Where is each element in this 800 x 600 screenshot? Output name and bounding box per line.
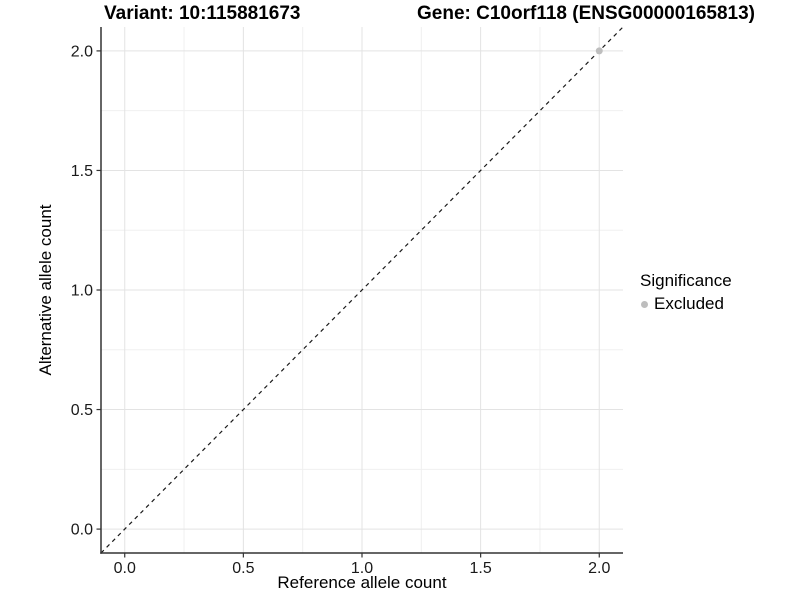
x-tick-label: 1.0 <box>351 560 373 577</box>
x-tick-label: 0.0 <box>114 560 136 577</box>
y-tick-label: 2.0 <box>71 43 93 60</box>
plot-title-gene: Gene: C10orf118 (ENSG00000165813) <box>417 3 755 24</box>
y-tick-label: 1.5 <box>71 163 93 180</box>
axis-layer: 0.0 0.5 1.0 1.5 2.0 0.0 0.5 1.0 1.5 2.0 <box>71 27 623 577</box>
x-tick-label: 2.0 <box>588 560 610 577</box>
x-tick-label: 0.5 <box>232 560 254 577</box>
data-point-excluded <box>595 47 603 55</box>
legend-item-label: Excluded <box>654 294 724 313</box>
identity-reference-line <box>100 26 624 554</box>
plot-title-variant: Variant: 10:115881673 <box>104 3 301 24</box>
y-tick-label: 0.0 <box>71 522 93 539</box>
y-axis-title: Alternative allele count <box>36 204 55 376</box>
legend-title: Significance <box>640 271 732 290</box>
legend: Significance Excluded <box>640 271 732 314</box>
y-tick-label: 1.0 <box>71 283 93 300</box>
x-tick-label: 1.5 <box>470 560 492 577</box>
legend-item-excluded: Excluded <box>640 294 732 314</box>
legend-point-icon <box>641 300 648 308</box>
y-tick-label: 0.5 <box>71 402 93 419</box>
x-axis-title: Reference allele count <box>277 573 447 592</box>
